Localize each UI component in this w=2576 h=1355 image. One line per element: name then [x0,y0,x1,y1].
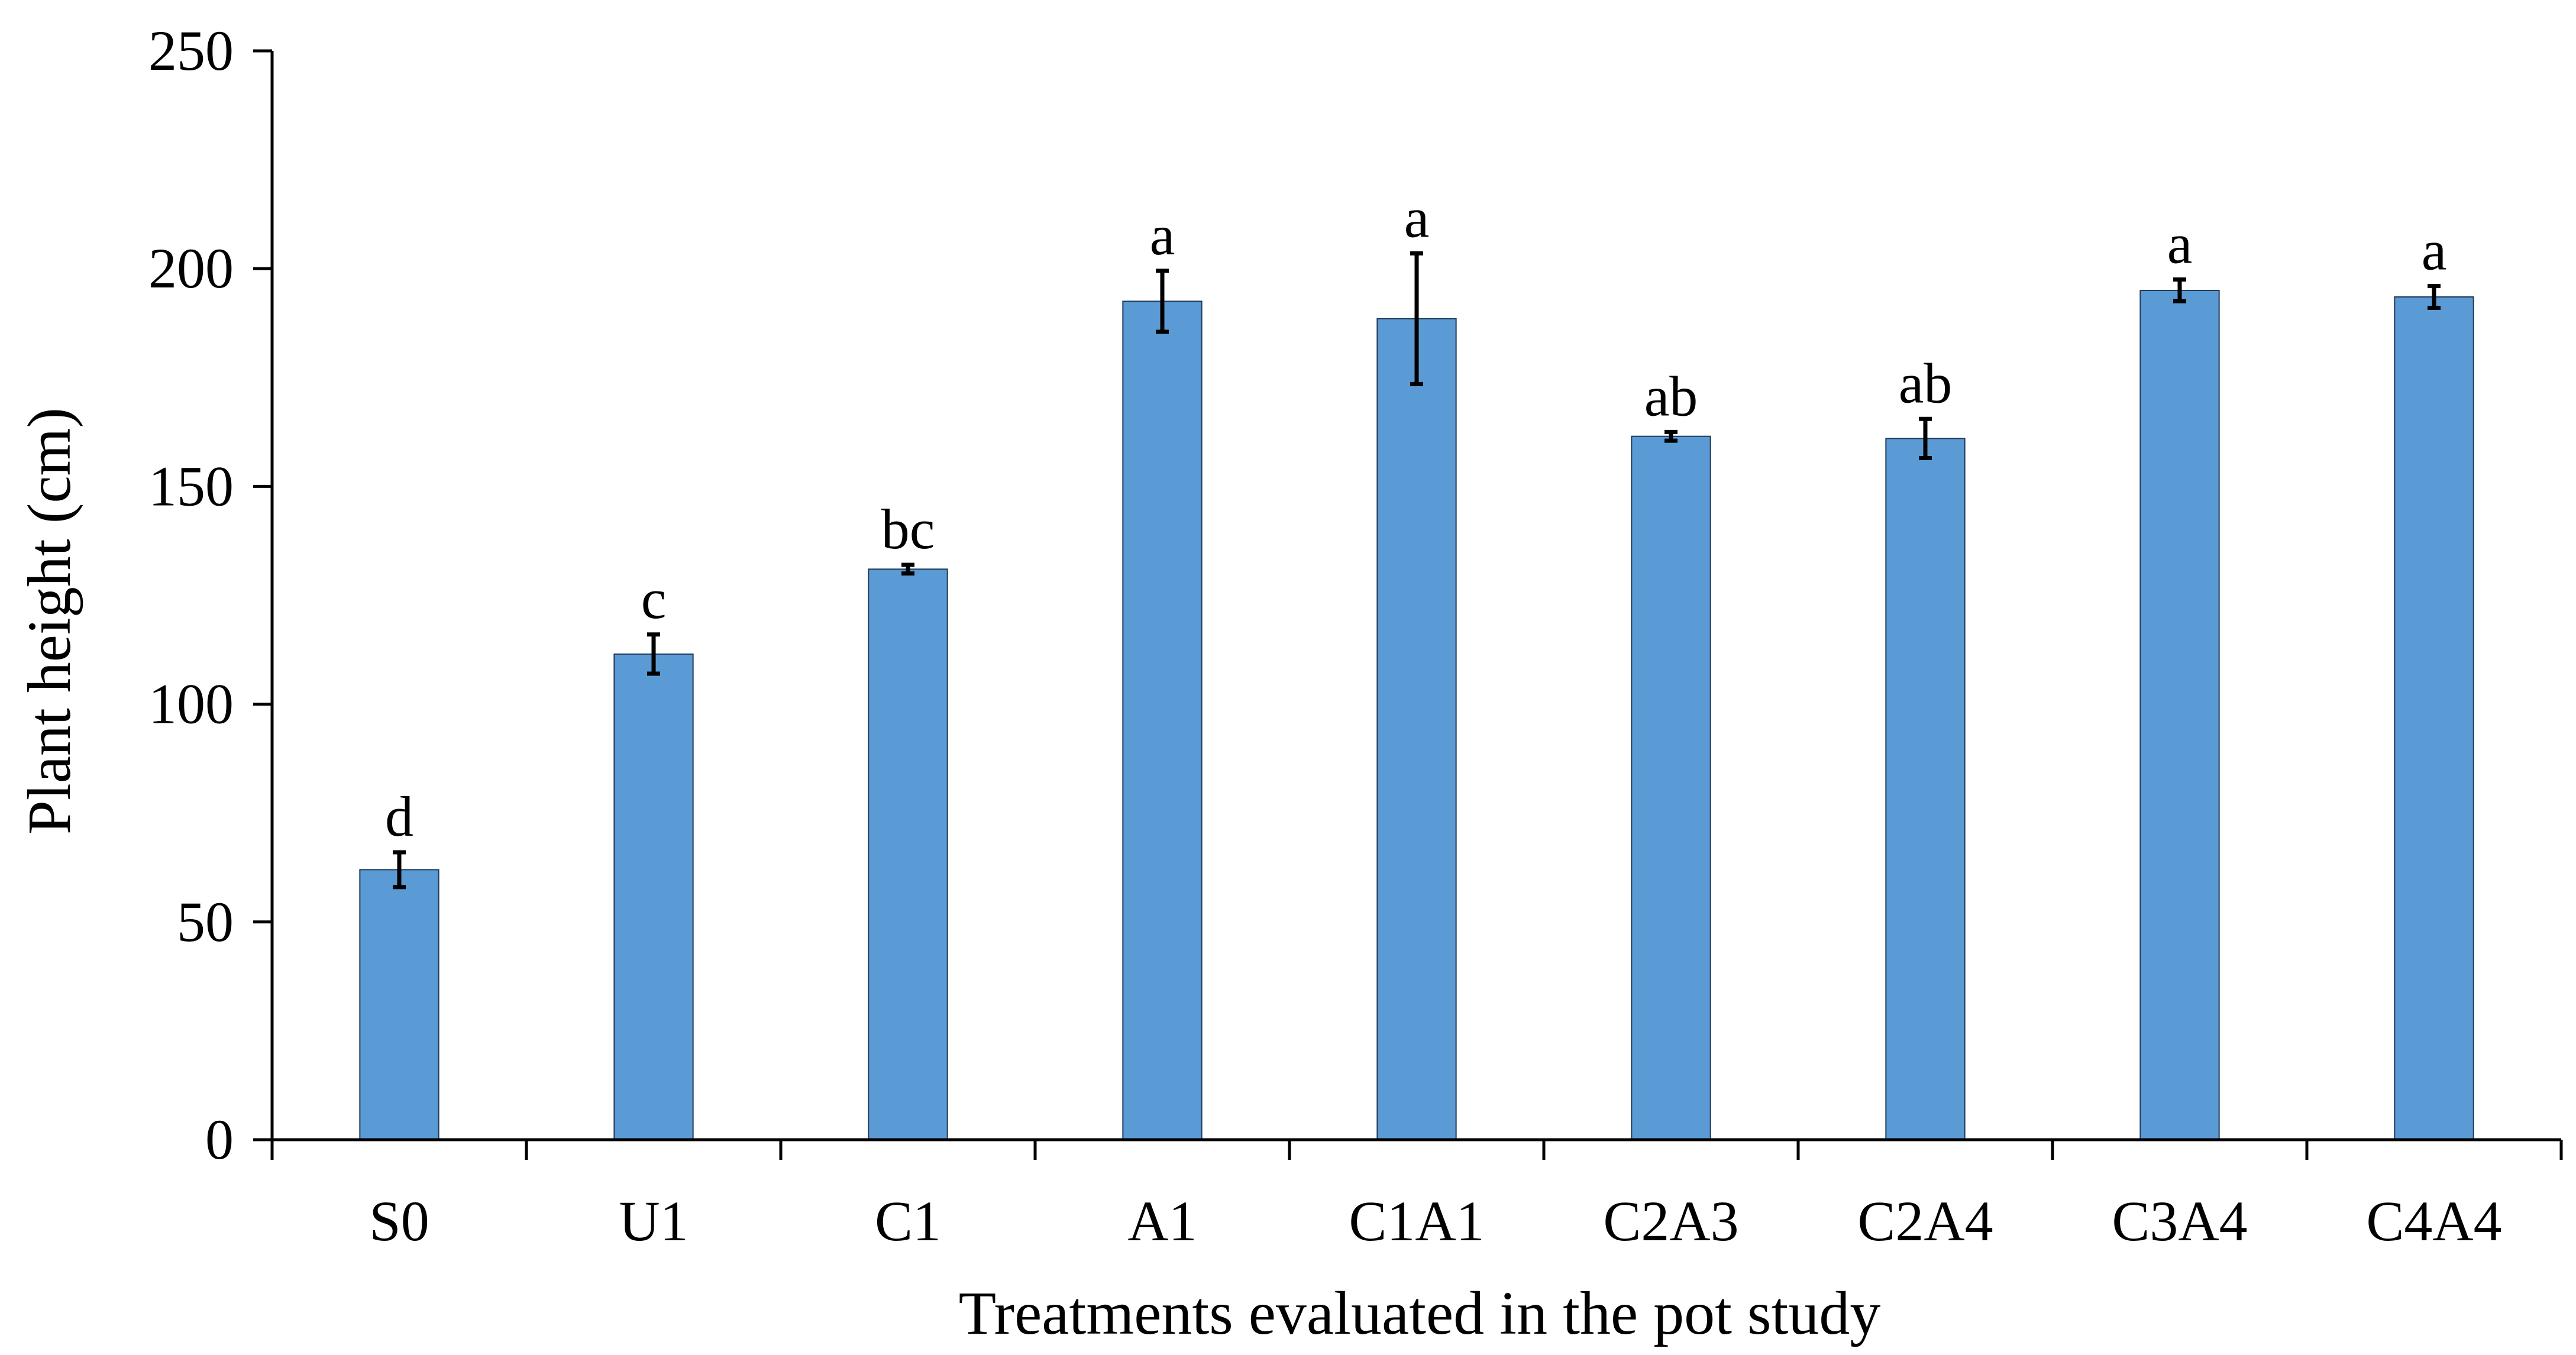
significance-label-c2a3: ab [1644,364,1698,428]
y-tick-label-100: 100 [148,672,234,736]
bar-c1 [868,568,948,1140]
x-axis-title: Treatments evaluated in the pot study [959,1279,1881,1347]
significance-label-c3a4: a [2167,212,2193,276]
y-tick-label-50: 50 [177,890,234,953]
x-tick-label-c3a4: C3A4 [2112,1189,2247,1253]
y-tick-label-250: 250 [148,19,234,82]
bar-c3a4 [2139,290,2220,1140]
labels-group: d S0 c U1 bc C1 a A1 a C1A1 ab C2A3 ab C2A4 a C3A4 a C4A4… [148,19,2502,1253]
significance-label-a1: a [1150,203,1175,267]
y-tick-label-0: 0 [205,1108,234,1171]
significance-label-s0: d [385,785,413,848]
bar-u1 [613,653,694,1140]
x-tick-label-c1: C1 [875,1189,941,1253]
x-tick-label-c2a3: C2A3 [1603,1189,1738,1253]
x-tick-label-c2a4: C2A4 [1857,1189,1993,1253]
x-tick-label-c4a4: C4A4 [2366,1189,2501,1253]
significance-label-c2a4: ab [1899,351,1953,415]
x-tick-label-u1: U1 [619,1189,688,1253]
bar-a1 [1122,300,1203,1140]
error-bars-group [393,251,2441,890]
bar-s0 [359,869,439,1140]
bar-c2a4 [1885,438,1966,1140]
x-tick-label-s0: S0 [369,1189,429,1253]
axes-group [253,49,2563,1160]
bars-group [359,290,2474,1140]
significance-label-c4a4: a [2422,219,2447,282]
significance-label-c1a1: a [1404,186,1430,249]
y-tick-label-150: 150 [148,454,234,518]
x-tick-label-a1: A1 [1127,1189,1197,1253]
bar-c4a4 [2394,296,2474,1140]
bar-c2a3 [1631,435,1711,1140]
y-axis-title: Plant height (cm) [15,408,83,835]
y-tick-label-200: 200 [148,237,234,300]
significance-label-u1: c [641,567,667,630]
significance-label-c1: bc [881,497,935,561]
bar-c1a1 [1376,318,1457,1140]
x-tick-label-c1a1: C1A1 [1349,1189,1484,1253]
